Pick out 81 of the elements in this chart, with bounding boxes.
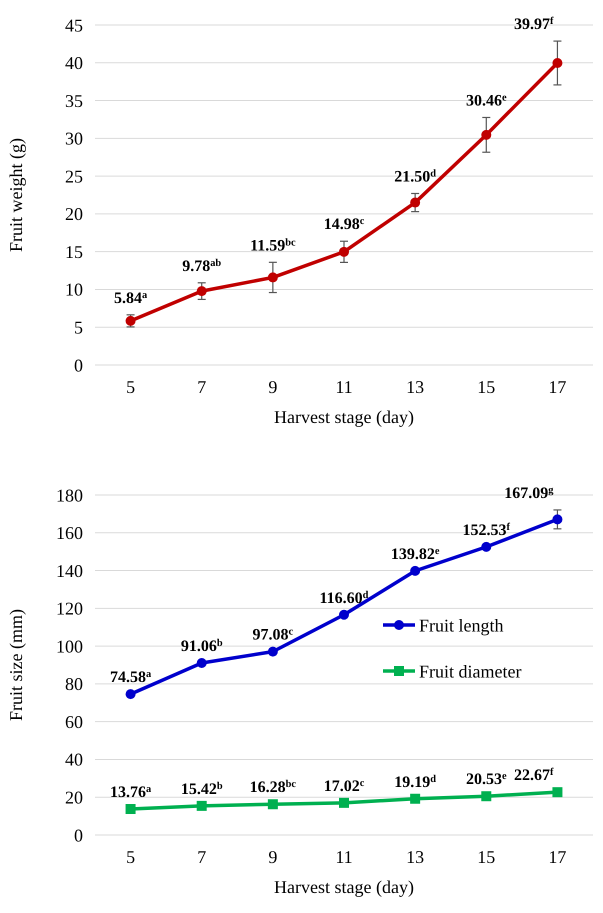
legend-label: Fruit length [419, 615, 504, 636]
data-label: 39.97$^{f}$ [514, 16, 554, 34]
y-tick-label: 30 [65, 128, 83, 149]
point [410, 198, 420, 208]
y-tick-label: 0 [74, 355, 83, 376]
y-tick-label: 35 [65, 90, 83, 111]
y-tick-label: 20 [65, 788, 83, 808]
x-axis-title: Harvest stage (day) [274, 877, 414, 897]
x-axis-title: Harvest stage (day) [274, 407, 414, 427]
data-label: 74.58$^{a}$ [110, 668, 152, 686]
point [268, 272, 278, 282]
x-tick-label: 7 [197, 377, 206, 397]
point [481, 542, 492, 552]
x-tick-label: 13 [406, 847, 424, 867]
data-label: 20.53$^{e}$ [466, 770, 507, 788]
data-label: 152.53$^{f}$ [462, 521, 511, 539]
data-label: 5.84$^{a}$ [114, 289, 148, 307]
data-label: 139.82$^{e}$ [390, 545, 440, 563]
y-tick-label: 180 [56, 485, 83, 506]
y-tick-label: 80 [65, 674, 83, 694]
point [339, 246, 349, 257]
data-label: 116.60$^{d}$ [320, 589, 369, 607]
y-tick-label: 60 [65, 712, 83, 732]
y-tick-label: 15 [65, 242, 83, 262]
point [339, 798, 349, 808]
data-label: 15.42$^{b}$ [180, 780, 223, 798]
x-tick-label: 9 [268, 847, 278, 867]
data-label: 9.78$^{ab}$ [182, 257, 222, 275]
y-tick-label: 25 [65, 166, 83, 186]
x-tick-label: 13 [406, 377, 424, 397]
point [481, 130, 492, 140]
y-tick-label: 120 [56, 598, 83, 619]
data-label: 22.67$^{f}$ [514, 766, 554, 784]
y-axis-title: Fruit weight (g) [6, 138, 26, 252]
point [126, 689, 136, 700]
data-label: 91.06$^{b}$ [180, 638, 223, 655]
y-tick-label: 40 [65, 750, 83, 770]
point [339, 610, 349, 620]
legend-label: Fruit diameter [419, 661, 522, 682]
y-tick-label: 45 [65, 15, 83, 36]
data-label: 13.76$^{a}$ [110, 784, 152, 802]
x-tick-label: 5 [126, 847, 136, 867]
point [552, 787, 562, 798]
data-label: 17.02$^{c}$ [324, 777, 365, 795]
data-label: 167.09$^{g}$ [504, 484, 554, 502]
y-tick-label: 0 [74, 825, 83, 846]
point [126, 804, 136, 814]
y-tick-label: 20 [65, 204, 83, 224]
point [196, 286, 207, 296]
y-tick-label: 5 [74, 318, 83, 338]
y-tick-label: 40 [65, 53, 83, 74]
x-tick-label: 15 [477, 377, 496, 397]
x-tick-label: 17 [548, 377, 566, 397]
x-tick-label: 9 [268, 377, 278, 397]
data-label: 11.59$^{bc}$ [250, 236, 296, 254]
point [552, 514, 562, 524]
y-tick-label: 160 [56, 523, 83, 544]
data-label: 97.08$^{c}$ [252, 626, 294, 644]
x-tick-label: 5 [126, 377, 136, 397]
data-label: 14.98$^{c}$ [324, 216, 365, 234]
y-tick-label: 10 [65, 280, 83, 300]
y-tick-label: 140 [56, 560, 83, 581]
data-label: 19.19$^{d}$ [394, 773, 436, 791]
point [196, 658, 207, 668]
y-axis-title: Fruit size (mm) [6, 609, 26, 721]
point [410, 566, 420, 576]
point [268, 646, 278, 657]
x-tick-label: 11 [335, 847, 353, 867]
y-tick-label: 100 [56, 636, 83, 656]
data-label: 16.28$^{bc}$ [250, 778, 296, 796]
point [196, 800, 207, 811]
x-tick-label: 15 [477, 847, 496, 867]
x-tick-label: 11 [335, 377, 353, 397]
data-label: 30.46$^{e}$ [466, 92, 507, 110]
point [410, 794, 420, 804]
point [552, 58, 562, 68]
x-tick-label: 7 [197, 847, 206, 867]
x-tick-label: 17 [548, 847, 566, 867]
point [481, 791, 492, 802]
point [268, 799, 278, 810]
data-label: 21.50$^{d}$ [394, 168, 436, 186]
